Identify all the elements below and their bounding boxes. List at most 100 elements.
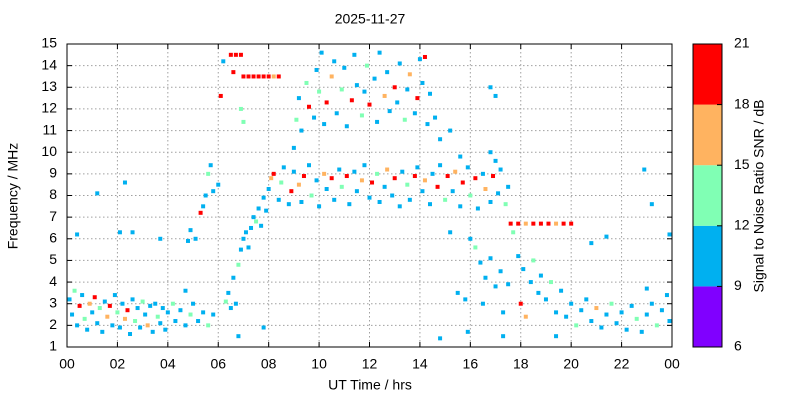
data-point [110,323,115,328]
data-point [233,301,238,306]
data-point [372,76,377,81]
data-point [634,316,639,321]
data-point [382,184,387,189]
colorbar-tick-label: 6 [734,338,742,354]
x-tick-label: 20 [563,356,579,372]
data-point [203,193,208,198]
x-tick-label: 12 [362,356,378,372]
data-point [367,195,372,200]
data-point [405,87,410,92]
data-point [453,169,458,174]
data-point [438,336,443,341]
data-point [317,204,322,209]
data-point [387,109,392,114]
data-point [256,206,261,211]
data-point [304,80,309,85]
data-point [395,100,400,105]
x-tick-label: 00 [59,356,75,372]
data-point [102,299,107,304]
data-point [266,187,271,192]
colorbar-segment [693,165,722,226]
data-point [211,312,216,317]
data-point [503,202,508,207]
data-point [241,74,246,79]
data-point [430,171,435,176]
data-point [221,59,226,64]
data-point [279,180,284,185]
data-point [266,74,271,79]
data-point [70,312,75,317]
data-point [193,236,198,241]
data-point [271,171,276,176]
data-point [667,319,672,324]
data-point [465,165,470,170]
data-point [392,176,397,181]
data-point [433,115,438,120]
data-point [241,236,246,241]
data-point [100,329,105,334]
data-point [191,301,196,306]
data-point [405,182,410,187]
data-point [122,316,127,321]
data-point [122,180,127,185]
data-point [339,184,344,189]
data-point [246,74,251,79]
data-point [569,301,574,306]
data-point [375,171,380,176]
data-point [407,72,412,77]
data-point [319,50,324,55]
data-point [501,310,506,315]
colorbar-segment [693,286,722,347]
y-tick-label: 15 [41,35,57,51]
data-point [518,301,523,306]
data-point [342,65,347,70]
data-point [344,124,349,129]
data-point [133,319,138,324]
data-point [654,323,659,328]
data-point [559,288,564,293]
data-point [148,303,153,308]
data-point [188,228,193,233]
data-point [314,178,319,183]
x-axis-label: UT Time / hrs [328,377,412,393]
data-point [223,299,228,304]
data-point [538,221,543,226]
data-point [594,306,599,311]
data-point [488,199,493,204]
data-point [506,184,511,189]
data-point [402,117,407,122]
data-point [324,187,329,192]
data-point [153,301,158,306]
data-point [428,91,432,96]
data-point [312,115,317,120]
data-point [480,171,485,176]
data-point [420,80,425,85]
data-point [425,122,430,127]
data-point [218,93,223,98]
data-point [206,323,211,328]
data-point [385,167,390,172]
data-point [438,137,443,142]
data-point [438,163,443,168]
data-point [546,221,551,226]
data-point [294,117,299,122]
data-point [649,301,654,306]
data-point [117,325,122,330]
data-point [385,70,390,75]
plot-frame [66,43,673,348]
data-point [165,310,170,315]
data-point [236,334,241,339]
data-point [528,280,533,285]
data-point [261,325,266,330]
data-point [286,202,291,207]
data-point [67,297,72,302]
data-point [309,193,314,198]
data-point [420,189,425,194]
data-point [359,178,364,183]
data-point [183,288,188,293]
y-tick-label: 7 [49,208,57,224]
colorbar-tick-label: 18 [734,95,750,111]
data-point [543,297,548,302]
data-point [574,323,579,328]
data-point [339,87,344,92]
